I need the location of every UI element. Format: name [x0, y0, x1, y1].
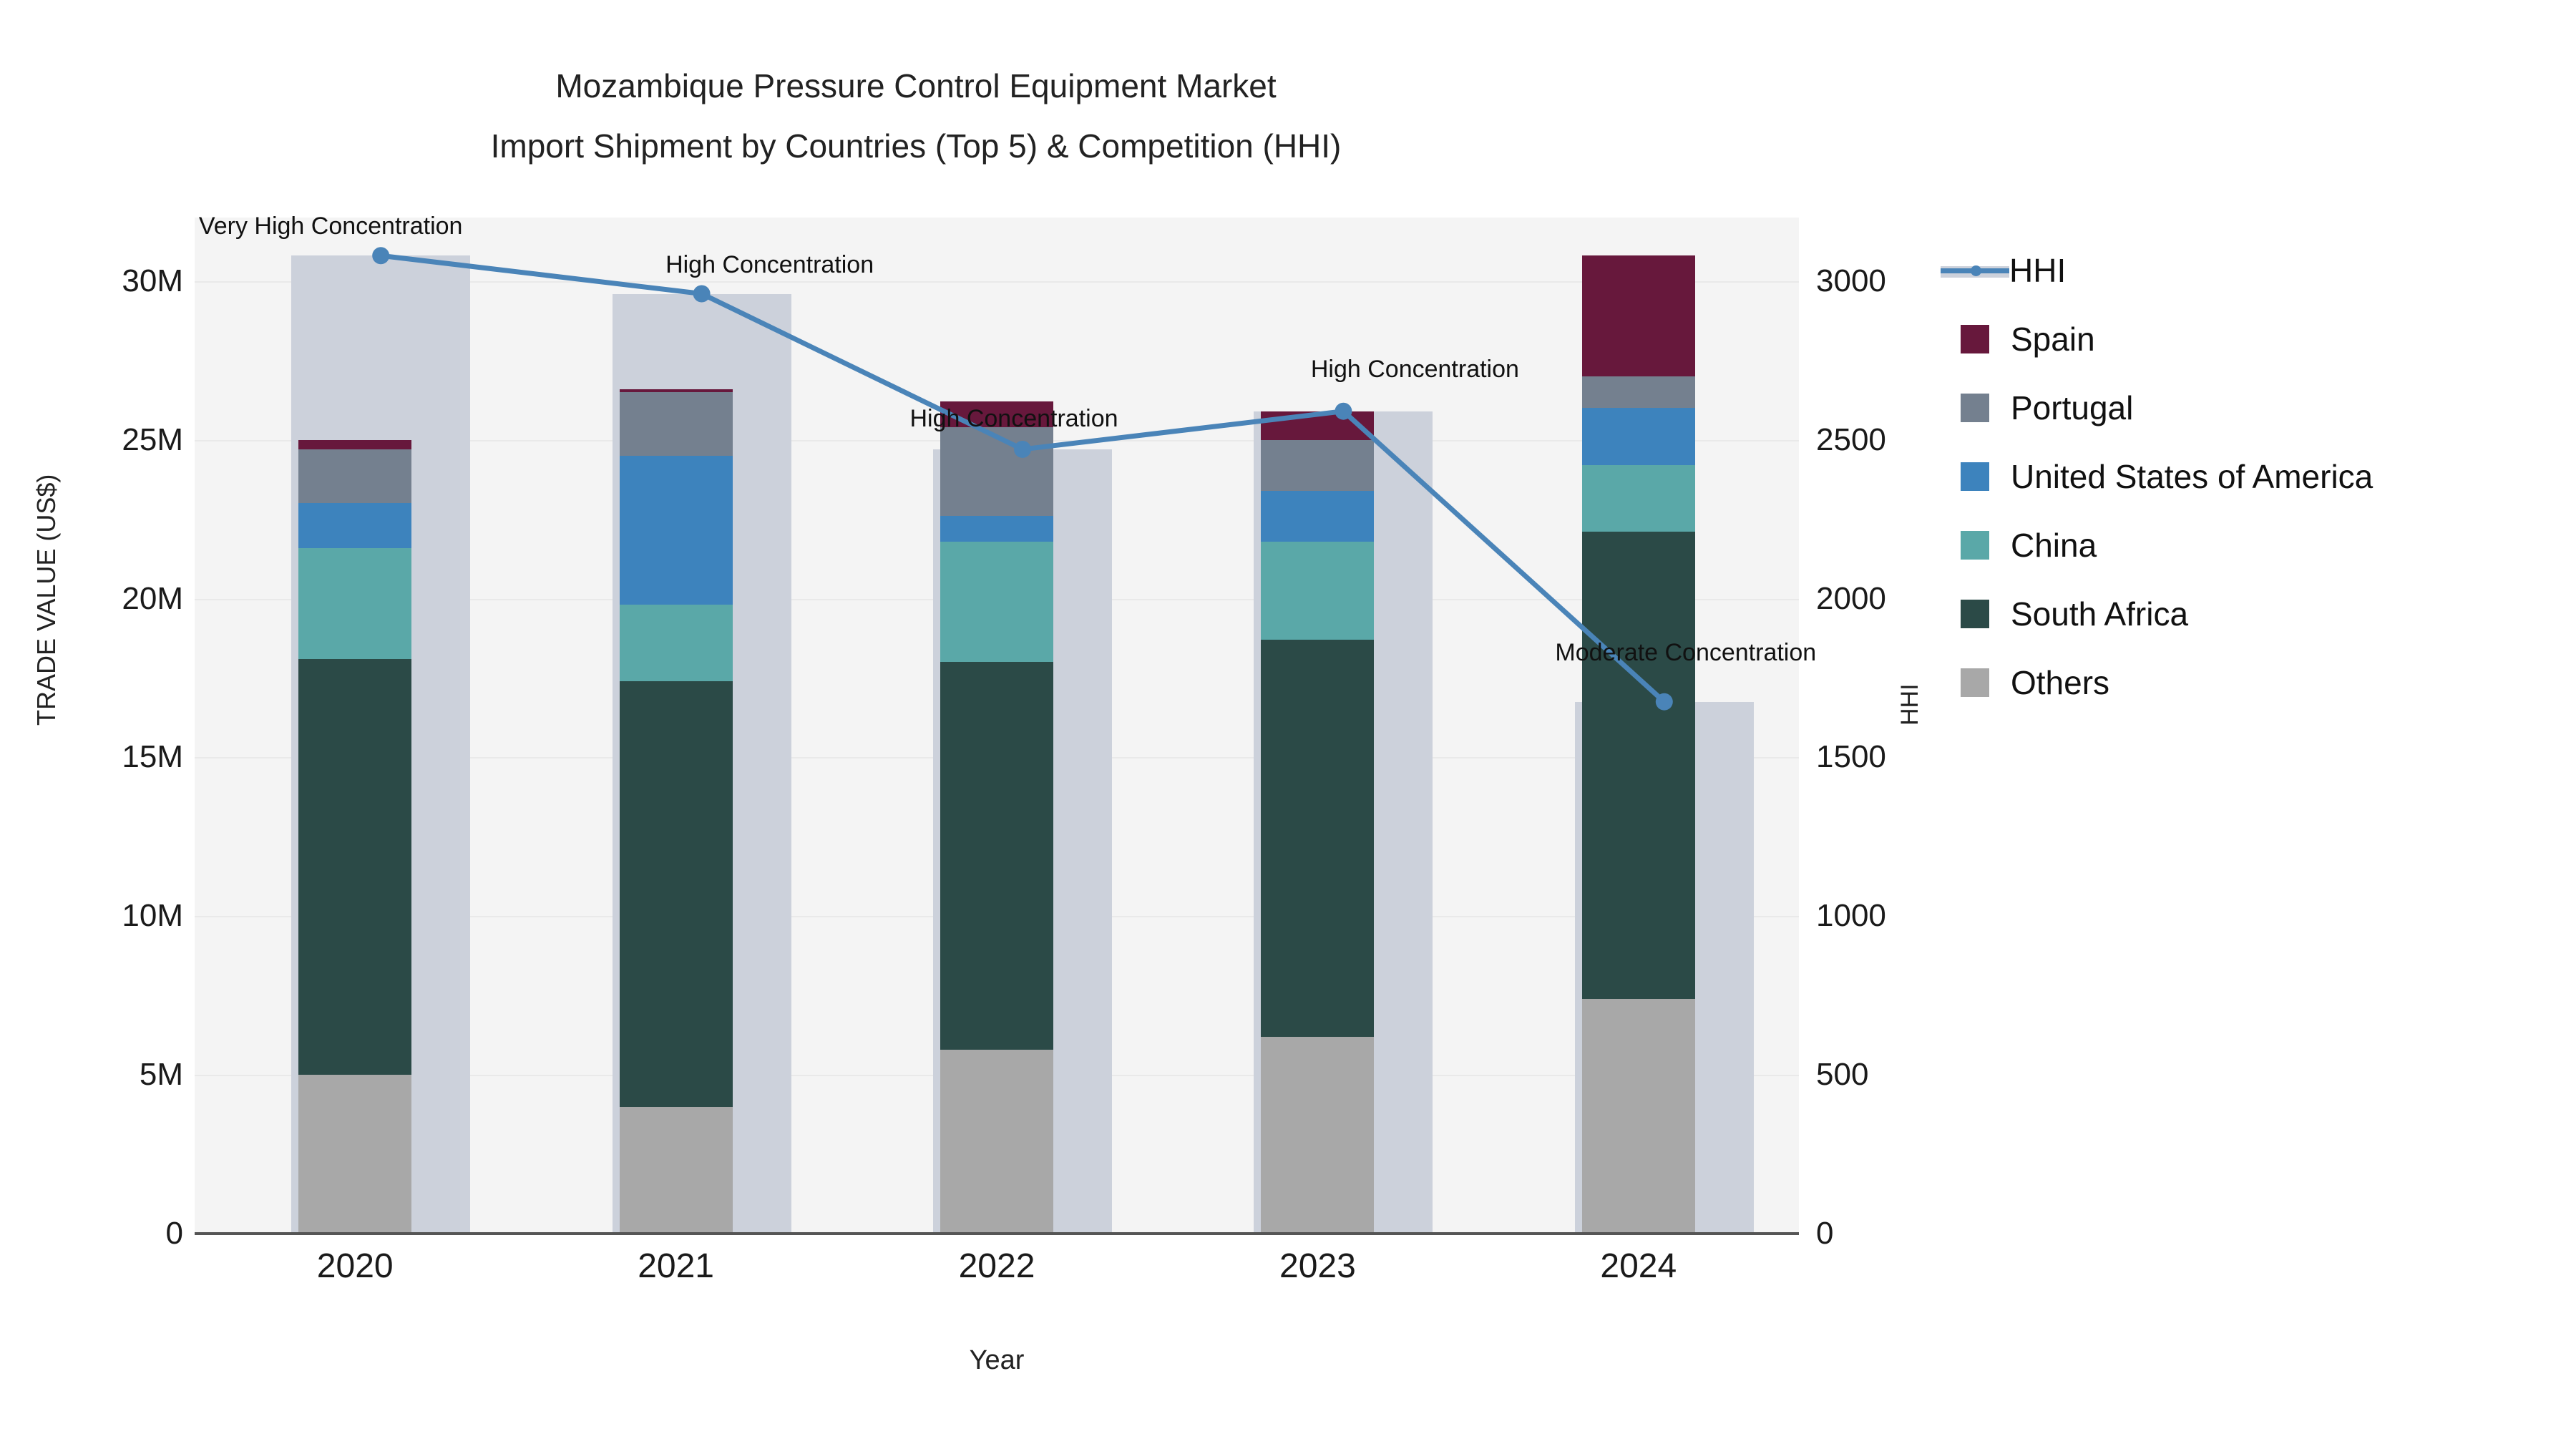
- legend-item-south-africa[interactable]: South Africa: [1961, 580, 2562, 648]
- bar-segment[interactable]: [619, 455, 733, 605]
- legend-label: United States of America: [2011, 458, 2373, 495]
- bar-segment[interactable]: [298, 547, 412, 659]
- hhi-annotation: High Concentration: [909, 404, 1118, 432]
- title-line-2: Import Shipment by Countries (Top 5) & C…: [490, 127, 1342, 165]
- line-marker-icon: [1941, 256, 2009, 285]
- y-tick-left: 30M: [122, 263, 183, 298]
- legend-label: Others: [2011, 664, 2110, 701]
- x-tick-2020: 2020: [316, 1247, 394, 1285]
- x-tick-2024: 2024: [1600, 1247, 1677, 1285]
- y-tick-left: 25M: [122, 421, 183, 457]
- y-axis-right-label: HHI: [1896, 683, 1923, 726]
- y-tick-left: 20M: [122, 580, 183, 616]
- y-tick-right: 0: [1816, 1216, 1834, 1251]
- color-swatch-icon: [1961, 531, 1989, 560]
- y-tick-left: 15M: [122, 739, 183, 775]
- bar-segment[interactable]: [940, 662, 1053, 1050]
- hhi-annotation: High Concentration: [1310, 355, 1519, 383]
- bar-segment[interactable]: [1581, 408, 1695, 466]
- x-axis-baseline: [195, 1232, 1799, 1235]
- bar-segment[interactable]: [940, 426, 1053, 517]
- color-swatch-icon: [1961, 325, 1989, 353]
- bar-segment[interactable]: [298, 1075, 412, 1234]
- y-tick-right: 2500: [1816, 421, 1886, 457]
- bar-segment[interactable]: [619, 389, 733, 393]
- legend-label: HHI: [2009, 252, 2067, 289]
- bar-group-2024[interactable]: [1581, 218, 1695, 1234]
- bar-segment[interactable]: [1581, 465, 1695, 532]
- bar-segment[interactable]: [1261, 640, 1375, 1037]
- hhi-annotation: High Concentration: [665, 250, 874, 278]
- bar-segment[interactable]: [1261, 1036, 1375, 1234]
- y-tick-left: 0: [165, 1216, 183, 1251]
- bar-segment[interactable]: [1581, 255, 1695, 376]
- bar-segment[interactable]: [1261, 490, 1375, 542]
- legend-label: Spain: [2011, 321, 2095, 358]
- plot-inner: [195, 218, 1799, 1234]
- bar-segment[interactable]: [619, 605, 733, 681]
- bar-segment[interactable]: [298, 449, 412, 504]
- y-tick-right: 3000: [1816, 263, 1886, 298]
- page-title: Mozambique Pressure Control Equipment Ma…: [0, 56, 1832, 176]
- bar-segment[interactable]: [619, 680, 733, 1107]
- y-axis-left: 0 5M 10M 15M 20M 25M 30M: [0, 218, 195, 1251]
- title-line-1: Mozambique Pressure Control Equipment Ma…: [555, 67, 1277, 104]
- color-swatch-icon: [1961, 462, 1989, 491]
- legend-item-china[interactable]: China: [1961, 511, 2562, 580]
- legend-item-spain[interactable]: Spain: [1961, 305, 2562, 374]
- color-swatch-icon: [1961, 394, 1989, 422]
- y-tick-left: 10M: [122, 898, 183, 934]
- legend-label: South Africa: [2011, 595, 2189, 633]
- bar-segment[interactable]: [1581, 376, 1695, 409]
- x-tick-2021: 2021: [638, 1247, 714, 1285]
- y-axis-right: 0 500 1000 1500 2000 2500 3000: [1799, 218, 2014, 1251]
- bar-segment[interactable]: [1581, 532, 1695, 999]
- bar-segment[interactable]: [619, 392, 733, 456]
- y-tick-right: 500: [1816, 1057, 1869, 1093]
- legend-item-others[interactable]: Others: [1961, 648, 2562, 717]
- plot-area: [195, 218, 1799, 1234]
- y-tick-right: 2000: [1816, 580, 1886, 616]
- y-tick-right: 1000: [1816, 898, 1886, 934]
- hhi-annotation: Moderate Concentration: [1555, 638, 1817, 666]
- y-tick-left: 5M: [139, 1057, 183, 1093]
- bar-segment[interactable]: [1261, 439, 1375, 491]
- bar-segment[interactable]: [1261, 541, 1375, 640]
- y-tick-right: 1500: [1816, 739, 1886, 775]
- legend-item-hhi[interactable]: HHI: [1941, 236, 2562, 305]
- legend-item-portugal[interactable]: Portugal: [1961, 374, 2562, 442]
- bar-segment[interactable]: [1261, 411, 1375, 440]
- y-axis-left-label: TRADE VALUE (US$): [31, 474, 61, 726]
- color-swatch-icon: [1961, 600, 1989, 628]
- bar-segment[interactable]: [940, 516, 1053, 542]
- x-axis-label: Year: [969, 1345, 1025, 1375]
- bar-segment[interactable]: [619, 1106, 733, 1234]
- legend-item-united-states-of-america[interactable]: United States of America: [1961, 442, 2562, 511]
- bar-segment[interactable]: [298, 658, 412, 1075]
- bar-group-2020[interactable]: [298, 218, 412, 1234]
- color-swatch-icon: [1961, 668, 1989, 697]
- bar-segment[interactable]: [298, 503, 412, 548]
- hhi-annotation: Very High Concentration: [198, 213, 463, 240]
- legend: HHI Spain Portugal United States of America…: [1941, 236, 2562, 717]
- bar-group-2022[interactable]: [940, 218, 1053, 1234]
- x-tick-2022: 2022: [958, 1247, 1035, 1285]
- bar-segment[interactable]: [1581, 998, 1695, 1234]
- legend-label: Portugal: [2011, 389, 2134, 426]
- bar-group-2021[interactable]: [619, 218, 733, 1234]
- x-tick-2023: 2023: [1279, 1247, 1356, 1285]
- legend-label: China: [2011, 527, 2097, 564]
- bar-segment[interactable]: [298, 439, 412, 449]
- bar-segment[interactable]: [940, 1049, 1053, 1234]
- bar-segment[interactable]: [940, 541, 1053, 663]
